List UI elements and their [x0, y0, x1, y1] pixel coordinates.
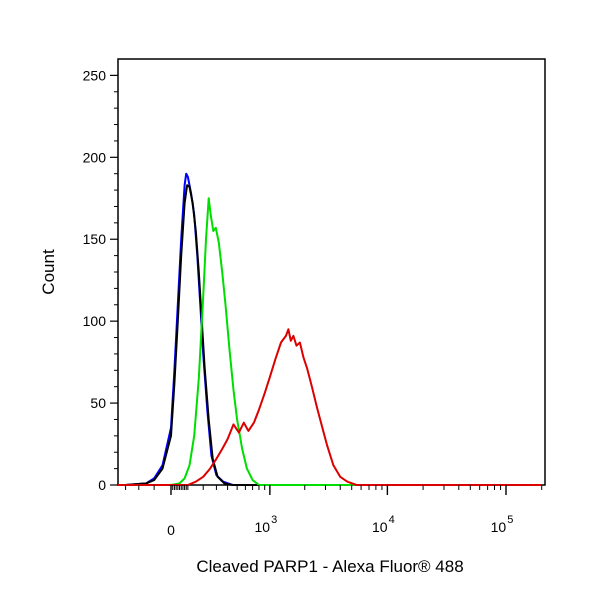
y-tick-label-2: 100: [83, 313, 107, 329]
y-tick-label-1: 50: [90, 395, 106, 411]
x-tick-label-1: 103: [255, 514, 278, 535]
plot-frame: [117, 58, 546, 486]
y-axis: 0 50 100 150 200 250: [83, 67, 118, 493]
x-tick-label-2: 104: [372, 514, 395, 535]
series-layer: [118, 172, 542, 486]
y-axis-title: Count: [39, 249, 58, 295]
x-axis: 0 103 104 105: [125, 485, 543, 538]
histogram-line-0: [118, 172, 542, 486]
y-tick-label-0: 0: [98, 477, 106, 493]
histogram-line-2: [118, 197, 542, 486]
x-axis-title: Cleaved PARP1 - Alexa Fluor® 488: [196, 557, 463, 576]
y-tick-label-4: 200: [83, 149, 107, 165]
x-tick-label-0: 0: [167, 522, 175, 538]
histogram-line-3: [118, 328, 542, 486]
y-tick-label-3: 150: [83, 231, 107, 247]
x-tick-label-3: 105: [491, 514, 514, 535]
histogram-line-1: [118, 184, 542, 486]
y-tick-label-5: 250: [83, 67, 107, 83]
